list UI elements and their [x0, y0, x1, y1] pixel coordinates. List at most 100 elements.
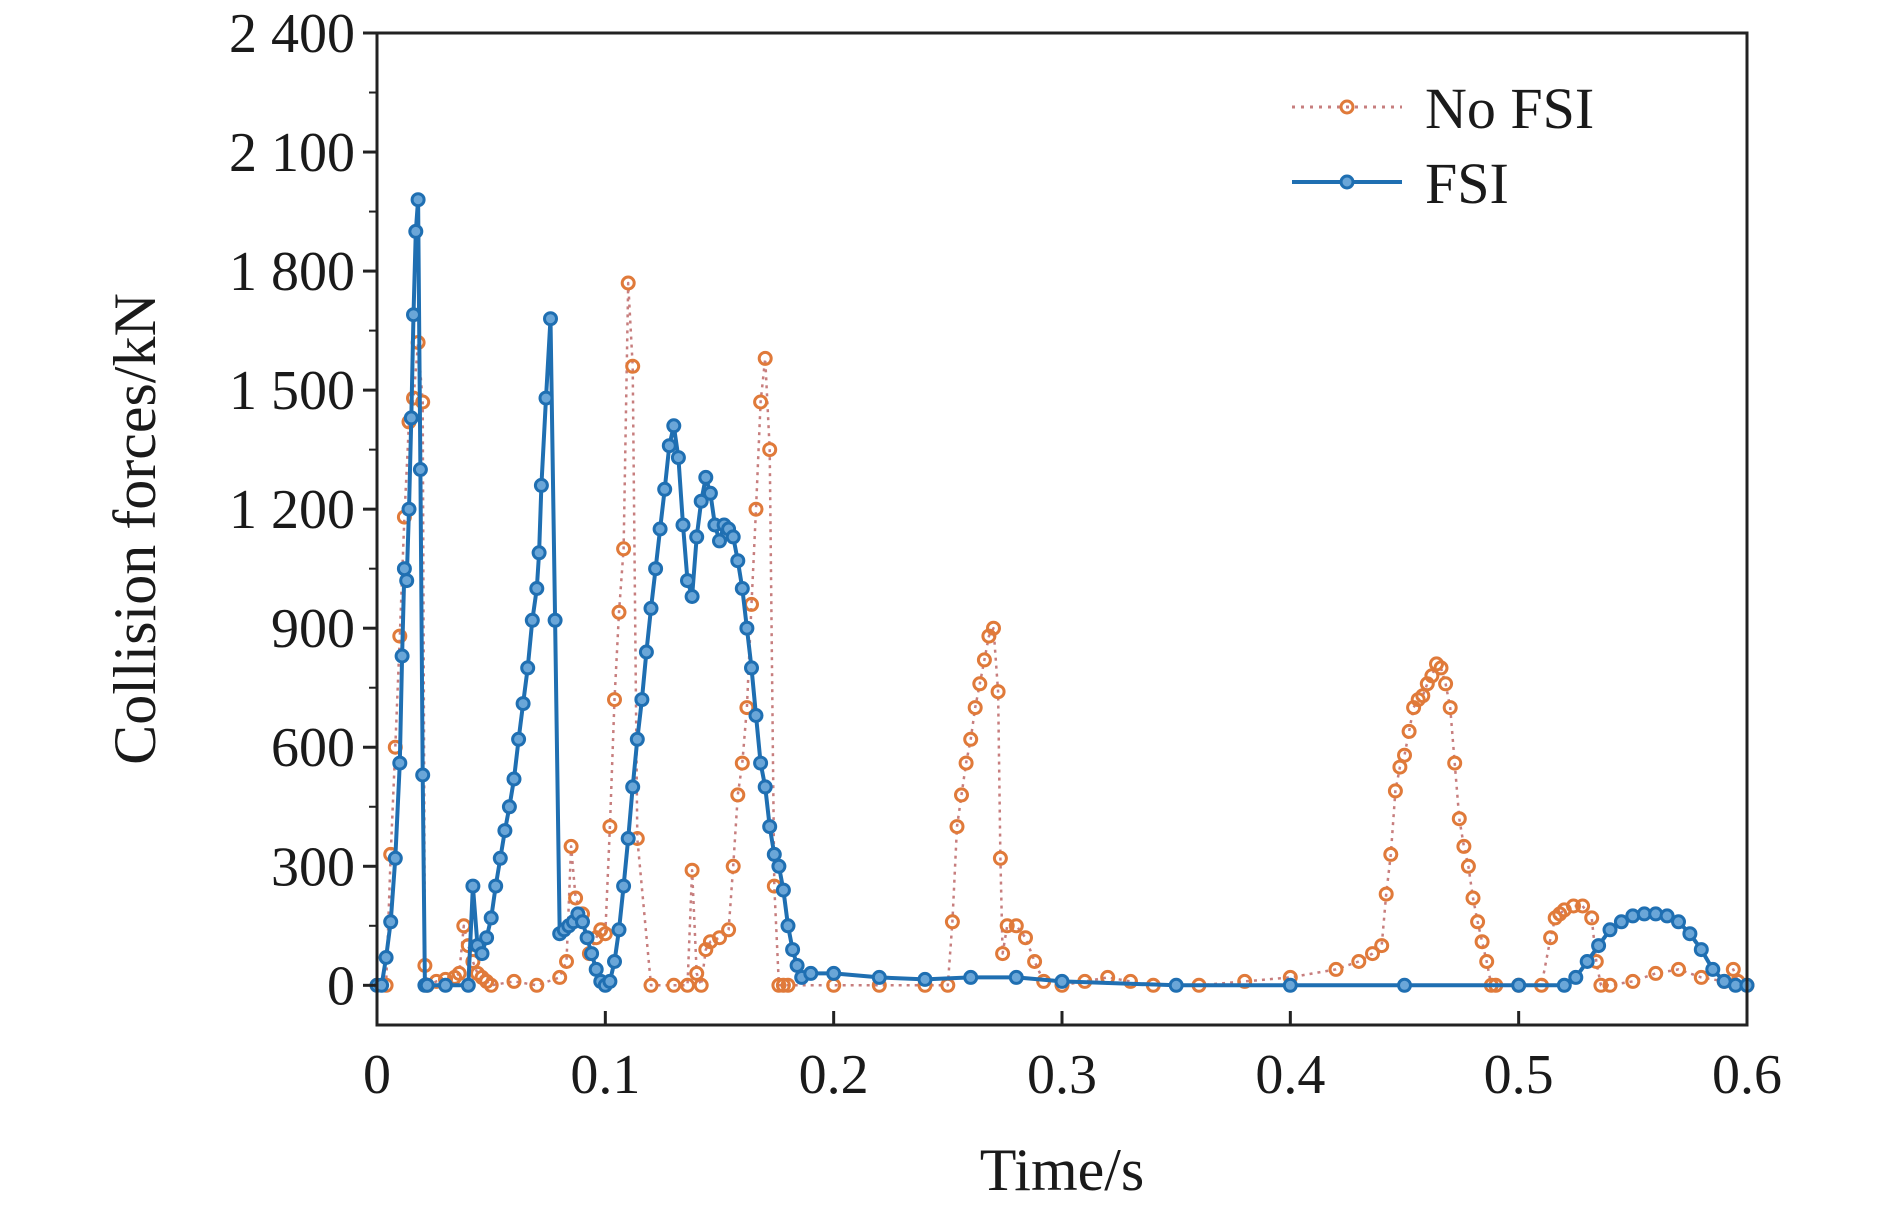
- data-point-no-fsi: [757, 350, 773, 366]
- data-point-fsi: [497, 823, 513, 839]
- data-point-no-fsi: [712, 930, 727, 946]
- data-point-no-fsi: [976, 652, 992, 668]
- data-point-fsi: [680, 573, 695, 589]
- data-point-fsi: [1556, 977, 1572, 993]
- data-point-fsi: [403, 410, 419, 426]
- data-point-fsi: [607, 954, 622, 969]
- data-point-no-fsi: [1397, 747, 1412, 763]
- data-point-fsi: [1397, 977, 1412, 993]
- y-tick-label: 1 500: [229, 360, 355, 422]
- data-point-fsi: [1282, 977, 1298, 993]
- legend-item-no-fsi: No FSI: [1292, 76, 1594, 141]
- data-point-no-fsi: [739, 700, 755, 716]
- data-point-fsi: [1671, 914, 1686, 930]
- data-point-fsi: [1613, 914, 1629, 930]
- data-point-fsi: [1591, 938, 1607, 954]
- data-point-fsi: [465, 878, 481, 894]
- data-point-fsi: [652, 521, 668, 537]
- data-point-fsi: [803, 965, 819, 981]
- data-point-fsi: [408, 223, 424, 239]
- y-tick-label: 300: [271, 836, 355, 898]
- data-point-fsi: [1511, 977, 1527, 993]
- data-point-fsi: [1579, 954, 1595, 969]
- y-tick-label: 1 200: [229, 479, 355, 541]
- data-point-no-fsi: [734, 755, 750, 771]
- data-point-fsi: [401, 501, 417, 517]
- data-point-no-fsi: [1123, 973, 1138, 989]
- data-point-no-fsi: [1433, 660, 1449, 676]
- data-point-no-fsi: [1456, 838, 1472, 854]
- data-point-fsi: [789, 958, 805, 973]
- data-point-fsi: [531, 545, 547, 561]
- data-point-fsi: [419, 977, 435, 993]
- data-point-no-fsi: [1027, 954, 1043, 969]
- data-point-no-fsi: [1584, 910, 1600, 926]
- data-point-fsi: [394, 648, 410, 664]
- data-point-fsi: [488, 878, 504, 894]
- data-point-fsi: [412, 462, 428, 477]
- data-point-no-fsi: [748, 501, 764, 517]
- data-point-no-fsi: [568, 890, 584, 906]
- data-point-fsi: [543, 311, 558, 327]
- data-point-fsi: [575, 914, 590, 930]
- data-point-fsi: [638, 644, 654, 660]
- data-point-fsi: [399, 573, 415, 589]
- data-point-fsi: [661, 438, 677, 454]
- data-point-fsi: [492, 850, 508, 866]
- data-point-fsi: [698, 469, 714, 485]
- data-point-no-fsi: [986, 620, 1001, 636]
- data-point-fsi: [547, 612, 563, 628]
- data-point-fsi: [1008, 969, 1024, 985]
- data-point-no-fsi: [552, 969, 568, 985]
- x-tick-label: 0.4: [1255, 1044, 1325, 1106]
- data-point-fsi: [474, 946, 490, 962]
- data-point-no-fsi: [721, 922, 737, 938]
- data-point-no-fsi: [1575, 898, 1591, 914]
- data-point-fsi: [775, 882, 791, 898]
- data-point-fsi: [629, 731, 645, 747]
- data-point-no-fsi: [1648, 965, 1664, 981]
- data-point-no-fsi: [949, 819, 965, 835]
- data-point-fsi: [387, 850, 403, 866]
- data-point-no-fsi: [1387, 783, 1403, 799]
- data-point-no-fsi: [967, 700, 983, 716]
- data-point-no-fsi: [1725, 961, 1741, 977]
- x-tick-label: 0.5: [1484, 1044, 1554, 1106]
- data-point-fsi: [693, 493, 709, 509]
- data-point-no-fsi: [1008, 918, 1024, 934]
- data-point-no-fsi: [1465, 890, 1481, 906]
- data-point-no-fsi: [451, 965, 467, 981]
- data-point-no-fsi: [1237, 973, 1253, 989]
- data-point-no-fsi: [1401, 723, 1417, 739]
- data-point-no-fsi: [1374, 938, 1390, 954]
- x-tick-label: 0.2: [799, 1044, 869, 1106]
- y-tick-label: 0: [327, 955, 355, 1017]
- x-tick-label: 0: [363, 1044, 391, 1106]
- data-point-fsi: [602, 973, 618, 989]
- data-point-fsi: [529, 581, 545, 596]
- data-point-fsi: [616, 878, 632, 894]
- data-point-no-fsi: [1474, 934, 1490, 950]
- data-point-fsi: [634, 692, 650, 708]
- data-point-fsi: [1659, 908, 1675, 924]
- data-point-no-fsi: [972, 676, 988, 692]
- data-point-fsi: [392, 755, 408, 771]
- y-tick-label: 2 400: [229, 3, 355, 65]
- data-point-no-fsi: [1328, 961, 1344, 977]
- data-point-no-fsi: [415, 394, 431, 410]
- x-tick-label: 0.3: [1027, 1044, 1097, 1106]
- y-tick-label: 2 100: [229, 122, 355, 184]
- data-point-no-fsi: [1438, 676, 1454, 692]
- data-point-fsi: [406, 307, 421, 323]
- data-point-fsi: [1168, 977, 1184, 993]
- data-point-fsi: [506, 771, 522, 787]
- data-point-no-fsi: [693, 977, 709, 993]
- data-point-no-fsi: [483, 977, 499, 993]
- plot-area-frame: [375, 31, 1749, 1027]
- data-point-fsi: [871, 969, 887, 985]
- data-point-no-fsi: [1442, 700, 1458, 716]
- data-point-fsi: [702, 485, 718, 501]
- data-point-fsi: [771, 858, 787, 874]
